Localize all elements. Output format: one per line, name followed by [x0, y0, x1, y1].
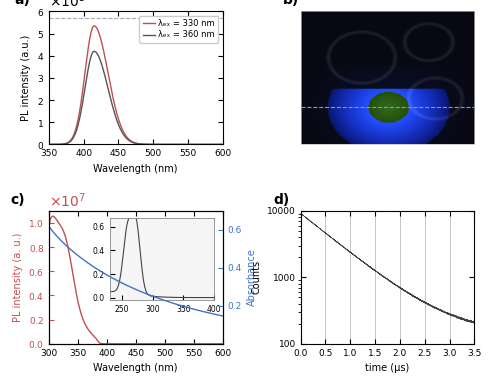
Text: a): a) — [14, 0, 30, 8]
X-axis label: time (μs): time (μs) — [365, 363, 409, 373]
Y-axis label: PL intensity (a.u.): PL intensity (a.u.) — [21, 35, 31, 121]
X-axis label: Wavelength (nm): Wavelength (nm) — [93, 164, 178, 174]
Text: b): b) — [283, 0, 299, 8]
Y-axis label: Absorbance: Absorbance — [247, 248, 257, 306]
Legend: λₑₓ = 330 nm, λₑₓ = 360 nm: λₑₓ = 330 nm, λₑₓ = 360 nm — [139, 16, 218, 43]
Y-axis label: PL intensity (a. u.): PL intensity (a. u.) — [13, 233, 22, 322]
X-axis label: Wavelength (nm): Wavelength (nm) — [93, 363, 178, 373]
Y-axis label: Counts: Counts — [251, 260, 261, 295]
Text: c): c) — [11, 193, 25, 207]
Text: d): d) — [272, 193, 288, 207]
